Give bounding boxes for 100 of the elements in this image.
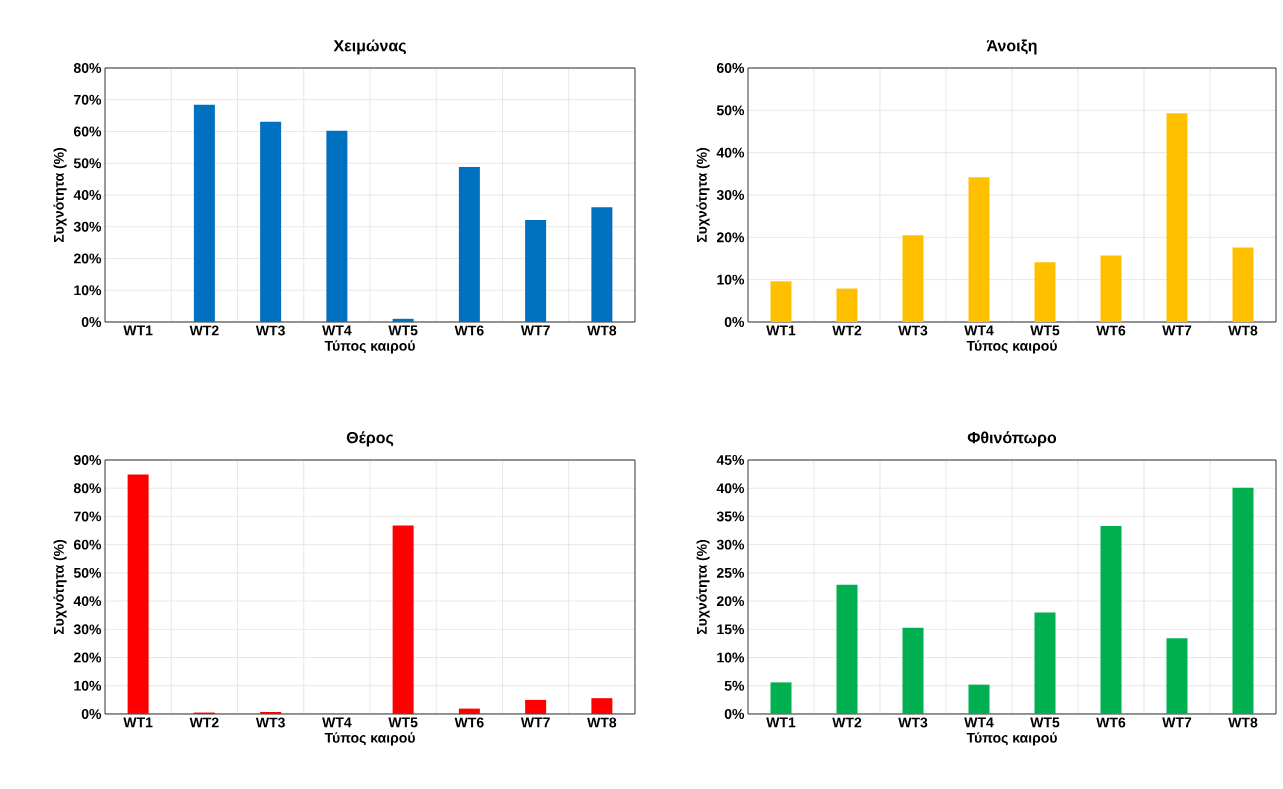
bar (525, 220, 547, 322)
x-tick-label: WT6 (454, 717, 484, 728)
y-tick-label: 0% (724, 709, 745, 719)
x-tick-label: WT4 (964, 717, 994, 728)
bar (591, 698, 613, 714)
y-axis-title: Συχνότητα (%) (53, 147, 67, 243)
y-tick-label: 20% (73, 253, 102, 264)
x-tick-label: WT3 (255, 717, 285, 728)
bar (1232, 487, 1254, 714)
x-tick-label: WT8 (587, 325, 617, 336)
x-axis-title: Τύπος καιρού (966, 340, 1057, 354)
bar (591, 207, 613, 322)
bar (1034, 262, 1056, 322)
bar (392, 318, 414, 322)
y-tick-label: 70% (74, 511, 102, 522)
x-tick-label: WT8 (1228, 325, 1258, 336)
y-tick-label: 60% (716, 63, 745, 73)
x-tick-label: WT7 (1162, 717, 1192, 728)
y-tick-label: 30% (73, 624, 102, 635)
x-tick-label: WT4 (322, 325, 352, 336)
y-tick-label: 80% (73, 63, 102, 73)
y-tick-label: 20% (716, 232, 745, 243)
x-tick-label: WT1 (123, 717, 153, 728)
bar (968, 684, 990, 714)
x-tick-label: WT6 (1096, 717, 1126, 728)
y-tick-label: 60% (73, 126, 102, 137)
bar (968, 177, 990, 322)
y-tick-label: 20% (73, 652, 102, 663)
x-tick-label: WT5 (1030, 717, 1060, 728)
y-axis-title: Συχνότητα (%) (53, 539, 67, 635)
y-tick-label: 15% (717, 624, 745, 635)
y-tick-label: 40% (716, 483, 745, 494)
y-tick-label: 40% (73, 596, 102, 607)
y-tick-label: 80% (73, 483, 102, 494)
y-axis-title: Συχνότητα (%) (696, 539, 710, 635)
bar (260, 121, 282, 322)
y-tick-label: 0% (81, 709, 102, 719)
y-tick-label: 50% (716, 105, 745, 116)
y-tick-label: 20% (716, 596, 745, 607)
x-tick-label: WT5 (388, 717, 418, 728)
y-axis-title: Συχνότητα (%) (696, 147, 710, 243)
x-tick-label: WT7 (520, 325, 550, 336)
y-tick-label: 70% (74, 94, 102, 105)
y-tick-label: 0% (724, 317, 745, 327)
x-tick-label: WT7 (520, 717, 550, 728)
x-tick-label: WT7 (1162, 325, 1192, 336)
y-tick-label: 30% (716, 190, 745, 200)
x-tick-label: WT1 (766, 717, 796, 728)
chart-title: Χειμώνας (333, 39, 406, 55)
x-tick-label: WT5 (388, 325, 418, 336)
y-tick-label: 0% (81, 317, 102, 327)
bar (193, 104, 215, 322)
y-tick-label: 5% (724, 680, 745, 691)
x-tick-label: WT4 (964, 325, 994, 336)
x-axis-title: Τύπος καιρού (324, 340, 415, 354)
y-tick-label: 30% (716, 539, 745, 550)
x-tick-label: WT3 (898, 717, 928, 728)
chart-title: Θέρος (346, 431, 394, 447)
bar (1166, 113, 1188, 322)
x-tick-label: WT3 (898, 325, 928, 336)
bar (902, 235, 924, 322)
x-tick-label: WT8 (587, 717, 617, 728)
y-tick-label: 10% (74, 285, 102, 296)
y-tick-label: 45% (716, 455, 745, 465)
x-tick-label: WT2 (189, 325, 219, 336)
bar (770, 281, 792, 322)
bar (1232, 247, 1254, 322)
x-tick-label: WT6 (1096, 325, 1126, 336)
y-tick-label: 10% (717, 274, 745, 285)
y-tick-label: 60% (73, 539, 102, 550)
y-tick-label: 10% (717, 652, 745, 663)
bar (1100, 255, 1122, 322)
y-tick-label: 25% (716, 567, 745, 578)
y-tick-label: 10% (74, 680, 102, 691)
x-tick-label: WT5 (1030, 325, 1060, 336)
bar (392, 525, 414, 714)
y-tick-label: 90% (73, 455, 102, 465)
y-tick-label: 35% (716, 511, 745, 522)
x-tick-label: WT1 (123, 325, 153, 336)
y-tick-label: 50% (73, 158, 102, 169)
bar (902, 627, 924, 714)
bar (525, 699, 547, 714)
chart-title: Φθινόπωρο (967, 431, 1057, 447)
bar (1100, 526, 1122, 714)
bar (1034, 612, 1056, 714)
x-tick-label: WT2 (189, 717, 219, 728)
y-tick-label: 30% (73, 221, 102, 232)
bar (326, 130, 348, 322)
bar (836, 584, 858, 714)
bar (458, 167, 480, 322)
x-tick-label: WT2 (832, 325, 862, 336)
x-tick-label: WT2 (832, 717, 862, 728)
x-tick-label: WT1 (766, 325, 796, 336)
x-axis-title: Τύπος καιρού (324, 732, 415, 746)
bar (836, 288, 858, 322)
bar (127, 474, 149, 714)
chart-title: Άνοιξη (986, 39, 1037, 55)
x-tick-label: WT6 (454, 325, 484, 336)
y-tick-label: 40% (73, 190, 102, 200)
bar (458, 708, 480, 714)
